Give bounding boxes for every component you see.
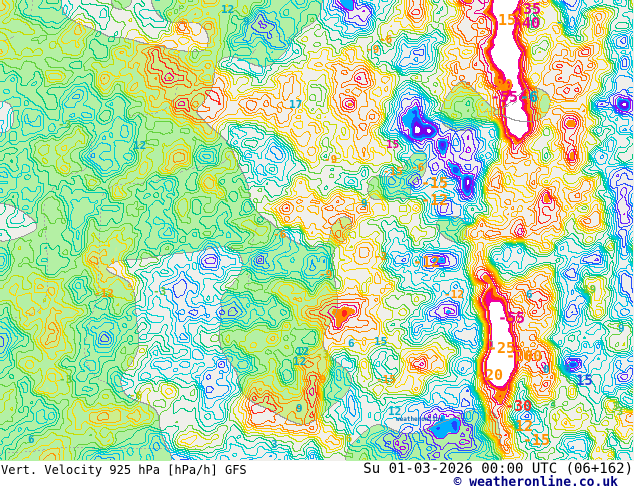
contour-label: 6	[348, 337, 355, 350]
contour-label: -12	[413, 253, 441, 271]
contour-label: -6	[339, 432, 353, 445]
map-watermark: weatheronline	[396, 416, 443, 423]
weather-map-canvas	[0, 0, 634, 461]
contour-label: 9	[618, 322, 625, 335]
contour-label: 9	[361, 197, 368, 210]
contour-label: 12	[133, 139, 147, 152]
contour-label: -55	[491, 88, 519, 106]
contour-label: -6	[411, 161, 425, 174]
contour-label: -2	[374, 250, 388, 263]
contour-label: 15	[386, 138, 400, 151]
contour-label: -3	[556, 16, 570, 29]
contour-label: 0	[543, 363, 550, 376]
contour-label: 12	[221, 3, 235, 16]
contour-label: -25	[488, 339, 516, 357]
contour-label: 19	[583, 283, 597, 296]
contour-label: -12	[444, 288, 464, 301]
contour-label: -12	[94, 287, 114, 300]
contour-label: -9	[313, 373, 327, 386]
contour-label: -3	[59, 373, 73, 386]
contour-label: -6	[379, 33, 393, 46]
contour-label: -9	[366, 43, 380, 56]
contour-label: -6	[129, 389, 143, 402]
contour-label: -15	[489, 11, 517, 29]
contour-label: 15	[374, 335, 388, 348]
contour-label: -15	[376, 373, 396, 386]
contour-label: -40	[513, 14, 541, 32]
contour-label: -15	[383, 165, 403, 178]
map-datetime: Su 01-03-2026 00:00 UTC (06+162)	[363, 461, 633, 477]
contour-label: 3	[612, 400, 619, 413]
map-title: Vert. Velocity 925 hPa [hPa/h] GFS	[1, 463, 247, 477]
contour-label: -3	[316, 348, 330, 361]
contour-label: 6	[28, 433, 35, 446]
contour-label: -6	[273, 228, 287, 241]
contour-label: -12	[506, 417, 534, 435]
copyright-link[interactable]: © weatheronline.co.uk	[453, 475, 618, 490]
contour-label: -15	[421, 174, 449, 192]
contour-label: -20	[486, 76, 514, 94]
contour-label: -9	[324, 153, 338, 166]
contour-label: 12	[296, 345, 310, 358]
contour-label: 9	[243, 15, 250, 28]
contour-label: -3	[543, 398, 557, 411]
contour-label: 9	[296, 402, 303, 415]
contour-label: 12	[293, 355, 307, 368]
contour-label: 6	[564, 362, 571, 375]
contour-label: -15	[523, 431, 551, 449]
contour-label: -200	[506, 347, 543, 365]
contour-label: 17	[289, 98, 303, 111]
caption-bar: Vert. Velocity 925 hPa [hPa/h] GFS Su 01…	[0, 461, 634, 490]
contour-label: -3	[153, 285, 167, 298]
contour-label: 15	[576, 373, 593, 389]
contour-label: -3	[58, 118, 72, 131]
contour-label: -12	[421, 191, 449, 209]
contour-label: -55	[498, 309, 526, 327]
contour-label: -20	[476, 366, 504, 384]
contour-label: -3	[610, 405, 624, 418]
map-area: -35 -15 -40 -3 12 9 -6 -9 -20 -55 -6 -3 12 17 15 -9 -6 -1…	[0, 0, 634, 461]
contour-label: 12	[388, 405, 402, 418]
contour-label: 6	[526, 288, 533, 301]
contour-label: -6	[520, 88, 539, 106]
contour-label: 3	[271, 438, 278, 451]
contour-label: -30	[505, 397, 533, 415]
contour-labels-layer: -35 -15 -40 -3 12 9 -6 -9 -20 -55 -6 -3 12 17 15 -9 -6 -1…	[28, 0, 625, 451]
contour-label: -9	[319, 268, 333, 281]
contour-label: -35	[514, 0, 542, 18]
